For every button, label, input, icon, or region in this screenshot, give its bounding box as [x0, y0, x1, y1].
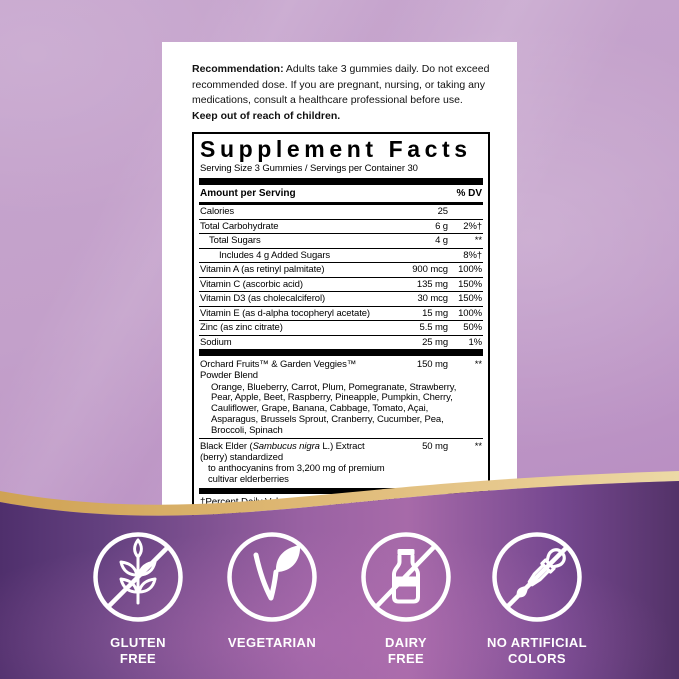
nutrient-amount: 900 mcg — [412, 264, 448, 275]
black-elder-latin-name: Sambucus nigra — [252, 441, 320, 453]
nutrient-amount: 25 — [437, 206, 448, 217]
recommendation-lead: Recommendation: — [192, 63, 284, 75]
blend-ingredients: Orange, Blueberry, Carrot, Plum, Pomegra… — [211, 381, 457, 436]
nutrient-name: Calories — [200, 206, 235, 217]
nutrient-amount: 135 mg — [416, 278, 448, 290]
black-elder-name-post: L.) Extract (berry) standardized — [200, 441, 365, 464]
blend-amount: 150 mg — [416, 359, 448, 370]
table-row: Sodium 25 mg 1% — [199, 336, 483, 350]
recommendation-tail: Keep out of reach of children. — [192, 109, 341, 122]
dropper-crossed-icon — [492, 532, 582, 622]
table-row: Zinc (as zinc citrate) 5.5 mg 50% — [199, 321, 483, 336]
blend-row: Orchard Fruits™ & Garden Veggies™ Powder… — [199, 357, 483, 383]
supplement-facts-title: Supplement Facts — [200, 137, 472, 162]
nutrient-dv: 100% — [458, 307, 482, 319]
nutrient-dv: 100% — [458, 264, 482, 275]
blend-name: Orchard Fruits™ & Garden Veggies™ Powder… — [200, 359, 357, 381]
dairy-free-badge: DAIRY FREE — [336, 530, 476, 666]
badge-label-line: FREE — [119, 650, 157, 666]
table-row: Calories 25 — [199, 205, 483, 220]
table-row: Includes 4 g Added Sugars 8%† — [199, 249, 483, 263]
leaf-icon — [227, 532, 317, 622]
badge-label: NO ARTIFICIAL COLORS — [487, 635, 587, 666]
milk-bottle-crossed-icon — [361, 532, 451, 622]
divider-thick — [199, 349, 483, 356]
table-row: Vitamin C (ascorbic acid) 135 mg 150% — [199, 278, 483, 292]
nutrient-name: Total Sugars — [209, 235, 261, 246]
nutrient-amount: 25 mg — [422, 336, 448, 348]
nutrient-amount: 30 mcg — [417, 293, 448, 304]
badge-label-line: VEGETARIAN — [227, 635, 317, 650]
badge-label-line: GLUTEN — [110, 635, 166, 650]
badge-label-line: FREE — [387, 650, 425, 666]
badge-label: DAIRY FREE — [385, 635, 427, 666]
nutrient-amount: 5.5 mg — [419, 322, 449, 333]
column-header-row: Amount per Serving % DV — [199, 186, 483, 205]
vegetarian-badge: VEGETARIAN — [202, 530, 342, 651]
table-row: Vitamin A (as retinyl palmitate) 900 mcg… — [199, 263, 483, 278]
black-elder-row: Black Elder (Sambucus nigra L.) Extract … — [199, 439, 483, 487]
nutrient-name: Total Carbohydrate — [200, 220, 279, 232]
black-elder-amount: 50 mg — [422, 441, 448, 453]
wheat-crossed-icon — [93, 532, 183, 622]
nutrient-name: Vitamin A (as retinyl palmitate) — [200, 264, 325, 275]
dv-header: % DV — [456, 188, 482, 199]
nutrient-name: Vitamin E (as d-alpha tocopheryl acetate… — [200, 307, 370, 319]
nutrient-dv: 8%† — [463, 249, 482, 261]
nutrient-amount: 4 g — [435, 235, 448, 246]
table-row: Total Carbohydrate 6 g 2%† — [199, 220, 483, 234]
no-artificial-colors-badge: NO ARTIFICIAL COLORS — [467, 530, 607, 666]
blend-dv: ** — [474, 359, 482, 370]
recommendation-text: Recommendation: Adults take 3 gummies da… — [192, 62, 490, 124]
nutrient-table: Calories 25 Total Carbohydrate 6 g 2%† T… — [199, 205, 483, 349]
gluten-free-badge: GLUTEN FREE — [68, 530, 208, 666]
table-row: Vitamin E (as d-alpha tocopheryl acetate… — [199, 307, 483, 321]
black-elder-name-line2: to anthocyanins from 3,200 mg of premium… — [208, 463, 385, 486]
table-row: Vitamin D3 (as cholecalciferol) 30 mcg 1… — [199, 292, 483, 307]
badge-label-line: COLORS — [507, 650, 566, 666]
black-elder-name-pre: Black Elder ( — [200, 441, 253, 453]
gold-band — [0, 471, 679, 516]
nutrient-amount: 6 g — [435, 220, 448, 232]
black-elder-name: Black Elder (Sambucus nigra L.) Extract … — [200, 441, 386, 485]
recommendation-body: Adults take 3 gummies daily. Do not exce… — [192, 63, 490, 106]
divider-thick — [199, 488, 483, 495]
badge-label-line: DAIRY — [385, 635, 427, 650]
nutrient-name: Vitamin D3 (as cholecalciferol) — [200, 293, 326, 304]
serving-info: Serving Size 3 Gummies / Servings per Co… — [200, 163, 418, 174]
nutrient-dv: 150% — [458, 278, 482, 290]
nutrient-dv: 50% — [463, 322, 482, 333]
table-row: Total Sugars 4 g ** — [199, 234, 483, 249]
nutrient-name: Vitamin C (ascorbic acid) — [200, 278, 303, 290]
nutrient-amount: 15 mg — [422, 307, 448, 319]
badge-label-line: NO ARTIFICIAL — [486, 635, 588, 650]
nutrient-name: Sodium — [200, 336, 232, 348]
nutrient-name: Includes 4 g Added Sugars — [219, 249, 331, 261]
divider-thin — [199, 438, 483, 440]
black-elder-dv: ** — [474, 441, 482, 453]
badge-label: VEGETARIAN — [228, 635, 316, 651]
amount-per-serving-header: Amount per Serving — [200, 188, 296, 199]
nutrient-name: Zinc (as zinc citrate) — [200, 322, 283, 333]
nutrient-dv: 150% — [458, 293, 482, 304]
wave-decoration — [0, 471, 679, 679]
nutrient-dv: 1% — [468, 336, 482, 348]
nutrient-dv: ** — [474, 235, 482, 246]
nutrient-dv: 2%† — [463, 220, 482, 232]
badge-label: GLUTEN FREE — [110, 635, 166, 666]
purple-wave-glow — [0, 481, 679, 679]
divider-thick — [199, 178, 483, 185]
